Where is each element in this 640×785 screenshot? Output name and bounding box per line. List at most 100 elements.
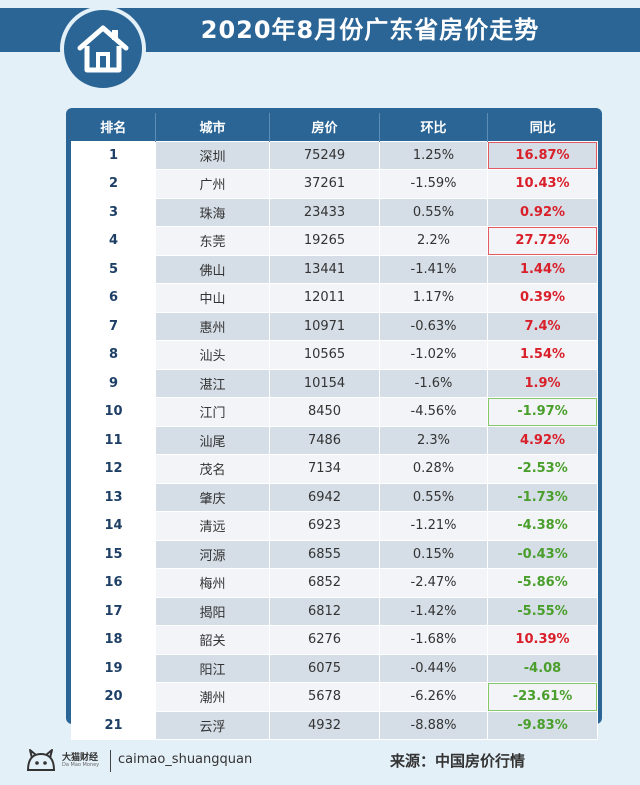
footer: 大猫财经 Da Mao Money caimao_shuangquan 来源：中… — [0, 740, 640, 785]
price-cell: 75249 — [269, 140, 380, 170]
price-cell: 10565 — [269, 340, 380, 370]
rank-cell: 5 — [71, 254, 156, 284]
price-cell: 10971 — [269, 311, 380, 341]
yoy-cell: -2.53% — [487, 454, 598, 484]
table-row: 2 广州 37261 -1.59% 10.43% — [71, 169, 598, 199]
source-note: 来源：中国房价行情 — [390, 752, 526, 770]
mom-cell: -8.88% — [379, 710, 488, 740]
mom-cell: 0.28% — [379, 454, 488, 484]
price-cell: 6812 — [269, 596, 380, 626]
table-row: 8 汕头 10565 -1.02% 1.54% — [71, 340, 598, 370]
rank-cell: 11 — [71, 425, 156, 455]
table-row: 18 韶关 6276 -1.68% 10.39% — [71, 625, 598, 655]
price-cell: 19265 — [269, 226, 380, 256]
mom-cell: -1.02% — [379, 340, 488, 370]
yoy-cell: -23.61% — [487, 682, 598, 712]
price-cell: 10154 — [269, 368, 380, 398]
yoy-cell: 1.9% — [487, 368, 598, 398]
table-row: 7 惠州 10971 -0.63% 7.4% — [71, 311, 598, 341]
mom-cell: -1.42% — [379, 596, 488, 626]
price-cell: 6075 — [269, 653, 380, 683]
yoy-cell: 10.39% — [487, 625, 598, 655]
price-cell: 6852 — [269, 568, 380, 598]
city-cell: 揭阳 — [155, 596, 270, 626]
rank-cell: 21 — [71, 710, 156, 740]
rank-cell: 9 — [71, 368, 156, 398]
rank-cell: 14 — [71, 511, 156, 541]
yoy-cell: 10.43% — [487, 169, 598, 199]
mom-cell: -1.21% — [379, 511, 488, 541]
city-cell: 惠州 — [155, 311, 270, 341]
rank-cell: 13 — [71, 482, 156, 512]
price-cell: 6855 — [269, 539, 380, 569]
yoy-cell: 0.39% — [487, 283, 598, 313]
price-cell: 13441 — [269, 254, 380, 284]
footer-divider — [110, 750, 111, 772]
price-cell: 6276 — [269, 625, 380, 655]
rank-cell: 18 — [71, 625, 156, 655]
mom-cell: -1.41% — [379, 254, 488, 284]
price-cell: 6942 — [269, 482, 380, 512]
logo-badge — [60, 6, 146, 92]
city-cell: 东莞 — [155, 226, 270, 256]
yoy-cell: -0.43% — [487, 539, 598, 569]
yoy-cell: -9.83% — [487, 710, 598, 740]
yoy-cell: 27.72% — [487, 226, 598, 256]
table-header-row: 排名 城市 房价 环比 同比 — [71, 113, 598, 141]
rank-cell: 4 — [71, 226, 156, 256]
rank-cell: 3 — [71, 197, 156, 227]
yoy-cell: 0.92% — [487, 197, 598, 227]
yoy-cell: -5.86% — [487, 568, 598, 598]
yoy-cell: 1.44% — [487, 254, 598, 284]
mom-cell: 0.55% — [379, 197, 488, 227]
price-cell: 7486 — [269, 425, 380, 455]
yoy-cell: 1.54% — [487, 340, 598, 370]
city-cell: 梅州 — [155, 568, 270, 598]
price-cell: 23433 — [269, 197, 380, 227]
rank-cell: 12 — [71, 454, 156, 484]
city-cell: 韶关 — [155, 625, 270, 655]
price-table-container: 排名 城市 房价 环比 同比 1 深圳 75249 1.25% 16.87% 2 广州 372… — [66, 108, 602, 740]
table-row: 4 东莞 19265 2.2% 27.72% — [71, 226, 598, 256]
price-cell: 4932 — [269, 710, 380, 740]
city-cell: 中山 — [155, 283, 270, 313]
city-cell: 潮州 — [155, 682, 270, 712]
page-title: 2020年8月份广东省房价走势 — [200, 16, 540, 44]
header-yoy: 同比 — [529, 121, 556, 137]
city-cell: 珠海 — [155, 197, 270, 227]
price-cell: 37261 — [269, 169, 380, 199]
mom-cell: -1.59% — [379, 169, 488, 199]
yoy-cell: 4.92% — [487, 425, 598, 455]
table-row: 16 梅州 6852 -2.47% -5.86% — [71, 568, 598, 598]
yoy-cell: -1.73% — [487, 482, 598, 512]
table-row: 14 清远 6923 -1.21% -4.38% — [71, 511, 598, 541]
mom-cell: -1.6% — [379, 368, 488, 398]
table-row: 6 中山 12011 1.17% 0.39% — [71, 283, 598, 313]
brand-subtitle: Da Mao Money — [62, 762, 100, 768]
mom-cell: 2.2% — [379, 226, 488, 256]
rank-cell: 16 — [71, 568, 156, 598]
mom-cell: -6.26% — [379, 682, 488, 712]
rank-cell: 1 — [71, 140, 156, 170]
rank-cell: 20 — [71, 682, 156, 712]
house-icon — [77, 25, 129, 73]
mom-cell: 0.15% — [379, 539, 488, 569]
rank-cell: 19 — [71, 653, 156, 683]
city-cell: 河源 — [155, 539, 270, 569]
cat-logo-icon — [26, 749, 56, 771]
price-cell: 7134 — [269, 454, 380, 484]
yoy-cell: -1.97% — [487, 397, 598, 427]
city-cell: 肇庆 — [155, 482, 270, 512]
mom-cell: -1.68% — [379, 625, 488, 655]
city-cell: 茂名 — [155, 454, 270, 484]
price-table: 排名 城市 房价 环比 同比 1 深圳 75249 1.25% 16.87% 2 广州 372… — [71, 113, 598, 740]
yoy-cell: -4.38% — [487, 511, 598, 541]
rank-cell: 10 — [71, 397, 156, 427]
city-cell: 江门 — [155, 397, 270, 427]
table-row: 10 江门 8450 -4.56% -1.97% — [71, 397, 598, 427]
city-cell: 湛江 — [155, 368, 270, 398]
rank-cell: 15 — [71, 539, 156, 569]
table-row: 21 云浮 4932 -8.88% -9.83% — [71, 710, 598, 740]
city-cell: 清远 — [155, 511, 270, 541]
rank-cell: 2 — [71, 169, 156, 199]
